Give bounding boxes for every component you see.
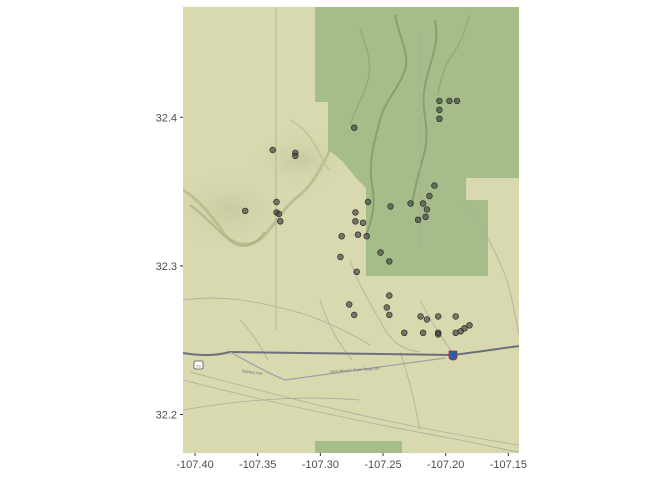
data-point[interactable] [426, 192, 433, 200]
x-tick-label: -107.40 [176, 459, 213, 471]
data-point[interactable] [351, 124, 358, 131]
data-point[interactable] [453, 97, 461, 105]
data-point[interactable] [292, 152, 299, 160]
route-shield-number: 26 [196, 364, 201, 369]
data-point[interactable] [419, 329, 427, 336]
data-point[interactable] [446, 97, 453, 105]
road-label-short: Bypass Ave [242, 368, 264, 376]
data-point[interactable] [242, 207, 249, 215]
data-point[interactable] [337, 253, 344, 261]
data-point[interactable] [273, 198, 280, 206]
minor-roads [183, 7, 519, 453]
data-point[interactable] [435, 313, 442, 320]
data-point[interactable] [386, 258, 393, 265]
y-tick-label: 32.2 [156, 410, 177, 422]
y-tick-label: 32.4 [156, 112, 177, 124]
data-point[interactable] [338, 233, 345, 240]
data-point[interactable] [359, 219, 367, 227]
data-point[interactable] [436, 97, 443, 105]
y-tick-label: 32.3 [156, 261, 177, 273]
data-point[interactable] [277, 218, 284, 225]
data-point[interactable] [423, 206, 431, 213]
data-point[interactable] [377, 249, 384, 256]
data-point[interactable] [419, 200, 427, 207]
data-point[interactable] [386, 292, 393, 299]
data-point[interactable] [422, 213, 429, 221]
data-point[interactable] [387, 203, 394, 210]
x-tick-label: -107.15 [490, 459, 527, 471]
x-tick-label: -107.35 [239, 459, 276, 471]
data-point[interactable] [386, 311, 393, 319]
data-point[interactable] [275, 210, 283, 218]
map-panel[interactable]: Bypass Ave New Mexico State Road 187 26 [160, 7, 519, 453]
data-point[interactable] [431, 182, 438, 189]
data-point[interactable] [363, 233, 370, 240]
data-point[interactable] [414, 216, 422, 224]
x-tick-label: -107.25 [364, 459, 401, 471]
data-point[interactable] [452, 313, 459, 320]
data-point[interactable] [423, 316, 431, 323]
data-point[interactable] [352, 209, 359, 216]
x-tick-label: -107.20 [427, 459, 464, 471]
road-label-long: New Mexico State Road 187 [330, 365, 382, 374]
axes: -107.40 -107.35 -107.30 -107.25 -107.20 -107.… [156, 112, 527, 471]
x-tick-label: -107.30 [302, 459, 339, 471]
data-point[interactable] [407, 200, 414, 207]
observation-points [242, 97, 473, 338]
interstate-shield-icon [448, 350, 458, 361]
terrain-shading [183, 119, 355, 255]
data-point[interactable] [346, 301, 353, 308]
data-point[interactable] [436, 115, 443, 123]
data-point[interactable] [352, 218, 359, 225]
data-point[interactable] [353, 268, 360, 275]
data-point[interactable] [401, 329, 408, 336]
data-point[interactable] [436, 106, 443, 114]
data-point[interactable] [364, 198, 372, 206]
data-point[interactable] [269, 146, 276, 154]
highway: Bypass Ave New Mexico State Road 187 26 [183, 345, 519, 381]
data-point[interactable] [354, 231, 362, 238]
data-point[interactable] [351, 311, 358, 319]
data-point[interactable] [417, 313, 424, 320]
data-point[interactable] [383, 304, 390, 311]
data-point[interactable] [435, 331, 442, 338]
route-shield-icon: 26 [193, 360, 204, 370]
data-point[interactable] [466, 322, 473, 329]
data-point[interactable] [461, 325, 468, 332]
